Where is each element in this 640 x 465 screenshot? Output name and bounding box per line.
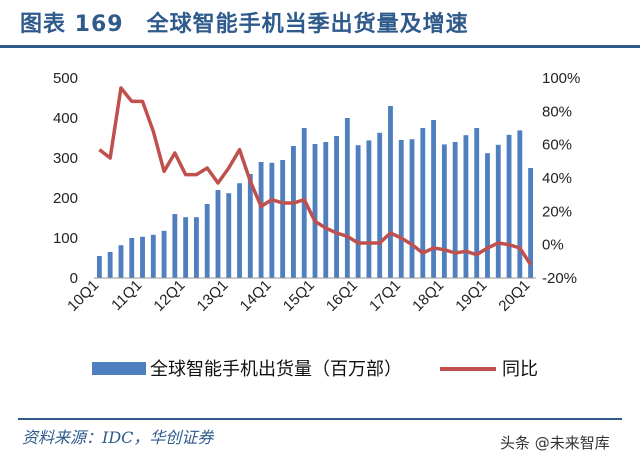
- bar-17Q3: [420, 128, 426, 278]
- watermark: 头条 @未来智库: [500, 432, 610, 453]
- bar-11Q3: [161, 230, 167, 278]
- bar-12Q1: [183, 217, 189, 278]
- bar-19Q2: [495, 144, 501, 278]
- x-axis: 10Q1 11Q1 12Q1 13Q1 14Q1 15Q1 16Q1 17Q1 18Q1 19Q1…: [64, 277, 536, 315]
- bar-18Q2: [452, 142, 458, 278]
- bar-19Q1: [485, 153, 490, 278]
- title-bar: 图表 169 全球智能手机当季出货量及增速: [0, 0, 640, 48]
- bars-layer: [96, 106, 534, 278]
- bar-10Q1: [96, 256, 102, 278]
- line-layer: [98, 86, 533, 266]
- bar-10Q3: [118, 245, 124, 278]
- legend-bar-label: 全球智能手机出货量（百万部）: [150, 359, 402, 380]
- bar-16Q3: [377, 132, 383, 278]
- x-tick-20Q1: 20Q1: [495, 277, 533, 315]
- y-left-tick-500: 500: [53, 70, 78, 87]
- bar-17Q4: [431, 120, 437, 278]
- y-left-tick-100: 100: [53, 230, 78, 247]
- bar-11Q2: [150, 234, 156, 278]
- x-tick-18Q1: 18Q1: [409, 277, 447, 315]
- bar-10Q2: [107, 252, 113, 278]
- bar-20Q1: [528, 168, 534, 278]
- bar-14Q2: [280, 160, 286, 278]
- footer-divider: [18, 418, 622, 420]
- bar-18Q3: [463, 135, 469, 278]
- bar-13Q4: [258, 162, 264, 278]
- y-left-axis: 0 100 200 300 400 500: [53, 70, 78, 287]
- bar-10Q4: [129, 238, 135, 278]
- bar-18Q1: [441, 144, 447, 278]
- y-right-tick-100%: 100%: [542, 70, 580, 87]
- bar-12Q2: [193, 217, 199, 278]
- bar-16Q4: [388, 106, 393, 278]
- bar-15Q1: [312, 144, 318, 278]
- x-tick-19Q1: 19Q1: [452, 277, 490, 315]
- y-right-axis: -20% 0% 20% 40% 60% 80% 100%: [542, 70, 580, 287]
- bar-16Q1: [355, 145, 361, 278]
- bar-19Q3: [506, 134, 512, 278]
- bar-17Q1: [398, 140, 404, 278]
- y-right-tick-40%: 40%: [542, 170, 572, 187]
- bar-14Q1: [269, 162, 275, 278]
- x-tick-13Q1: 13Q1: [194, 277, 232, 315]
- y-left-tick-200: 200: [53, 190, 78, 207]
- bar-17Q2: [409, 139, 415, 278]
- bar-13Q2: [237, 183, 242, 278]
- bar-19Q4: [517, 130, 523, 278]
- legend: 全球智能手机出货量（百万部） 同比: [92, 359, 538, 380]
- bar-16Q2: [366, 140, 372, 278]
- y-right-tick--20%: -20%: [542, 270, 577, 287]
- y-right-tick-0%: 0%: [542, 237, 564, 254]
- bar-18Q4: [474, 128, 480, 278]
- y-right-tick-80%: 80%: [542, 103, 572, 120]
- bar-12Q3: [204, 204, 210, 278]
- bar-11Q4: [172, 214, 178, 278]
- legend-line-label: 同比: [502, 359, 538, 380]
- x-tick-14Q1: 14Q1: [237, 277, 275, 315]
- y-left-tick-400: 400: [53, 110, 78, 127]
- x-tick-15Q1: 15Q1: [280, 277, 318, 315]
- y-right-tick-60%: 60%: [542, 137, 572, 154]
- bar-13Q1: [226, 193, 232, 278]
- legend-bar-swatch: [92, 362, 146, 375]
- y-left-tick-0: 0: [70, 270, 78, 287]
- x-tick-11Q1: 11Q1: [108, 277, 145, 314]
- bar-15Q4: [344, 118, 350, 278]
- chart-title: 图表 169 全球智能手机当季出货量及增速: [20, 12, 469, 37]
- bar-15Q3: [334, 136, 339, 278]
- y-right-tick-20%: 20%: [542, 203, 572, 220]
- bar-15Q2: [323, 142, 329, 278]
- x-tick-16Q1: 16Q1: [323, 277, 361, 315]
- bar-12Q4: [215, 190, 221, 278]
- x-tick-12Q1: 12Q1: [150, 277, 188, 315]
- yoy-line: [98, 86, 533, 266]
- bar-13Q3: [247, 174, 253, 278]
- y-left-tick-300: 300: [53, 150, 78, 167]
- bar-14Q3: [291, 146, 296, 278]
- chart: 10Q1 11Q1 12Q1 13Q1 14Q1 15Q1 16Q1 17Q1 18Q1 19Q1…: [53, 70, 580, 380]
- source-note: 资料来源：IDC，华创证券: [22, 428, 214, 447]
- x-tick-17Q1: 17Q1: [366, 277, 404, 315]
- bar-11Q1: [140, 236, 145, 278]
